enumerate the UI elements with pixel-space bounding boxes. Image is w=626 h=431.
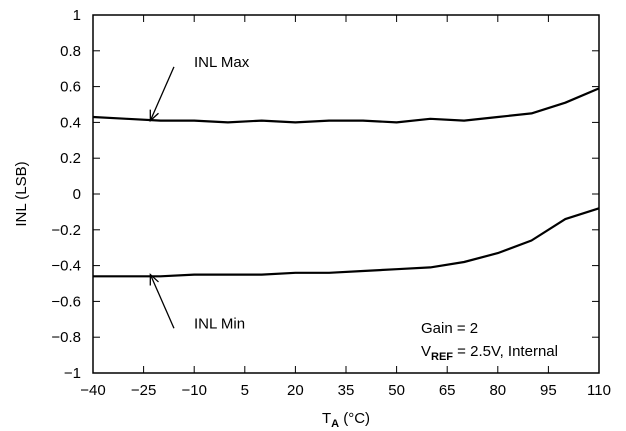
x-axis-label-main: T [322, 410, 331, 427]
condition-vref-main: V [421, 343, 431, 360]
annotation-arrow [149, 66, 175, 121]
x-tick-label: −10 [181, 382, 206, 399]
y-tick-label: 0.4 [60, 114, 81, 131]
y-tick-label: −1 [64, 365, 81, 382]
annotation-arrowhead [149, 109, 159, 123]
x-tick-label: −25 [131, 382, 156, 399]
x-tick-label: 50 [388, 382, 405, 399]
condition-vref-subscript: REF [431, 351, 453, 363]
y-tick-label: 0.8 [60, 43, 81, 60]
y-tick-label: 0 [73, 186, 81, 203]
y-tick-label: −0.2 [51, 222, 81, 239]
y-tick-label: 0.6 [60, 79, 81, 96]
x-tick-label: 110 [587, 382, 611, 399]
y-tick-label: −0.4 [51, 258, 81, 275]
y-tick-label: 1 [73, 7, 81, 24]
annotation-layer: INL Max INL Min [149, 54, 250, 332]
series-layer [92, 87, 600, 278]
x-axis-label-subscript: A [331, 418, 339, 430]
x-axis-label-unit: (°C) [339, 410, 370, 427]
plot-area [92, 14, 600, 374]
annotation-arrow [149, 274, 175, 329]
x-tick-label: 20 [287, 382, 304, 399]
annotation-label: INL Min [194, 315, 245, 332]
condition-vref-rest: = 2.5V, Internal [453, 343, 558, 360]
condition-gain: Gain = 2 [421, 320, 478, 337]
condition-vref: VREF = 2.5V, Internal [421, 343, 558, 363]
x-axis-ticks: −40 −25 −10 5 20 35 50 65 80 95 110 [80, 15, 611, 399]
y-axis-ticks: 1 0.8 0.6 0.4 0.2 0 −0.2 −0.4 −0.6 −0.8 −1 [51, 7, 599, 382]
x-tick-label: 35 [338, 382, 355, 399]
annotation-label: INL Max [194, 54, 250, 71]
x-tick-label: 80 [489, 382, 506, 399]
y-tick-label: −0.8 [51, 329, 81, 346]
series-line-inl-max [92, 87, 600, 124]
series-line-inl-min [93, 207, 600, 278]
x-tick-label: 95 [540, 382, 557, 399]
x-tick-label: 65 [439, 382, 456, 399]
x-tick-label: 5 [241, 382, 249, 399]
y-axis-label: INL (LSB) [13, 161, 30, 226]
annotation-arrowhead [149, 273, 159, 286]
x-tick-label: −40 [80, 382, 105, 399]
x-axis-label: TA (°C) [322, 410, 370, 430]
y-tick-label: 0.2 [60, 150, 81, 167]
y-tick-label: −0.6 [51, 293, 81, 310]
